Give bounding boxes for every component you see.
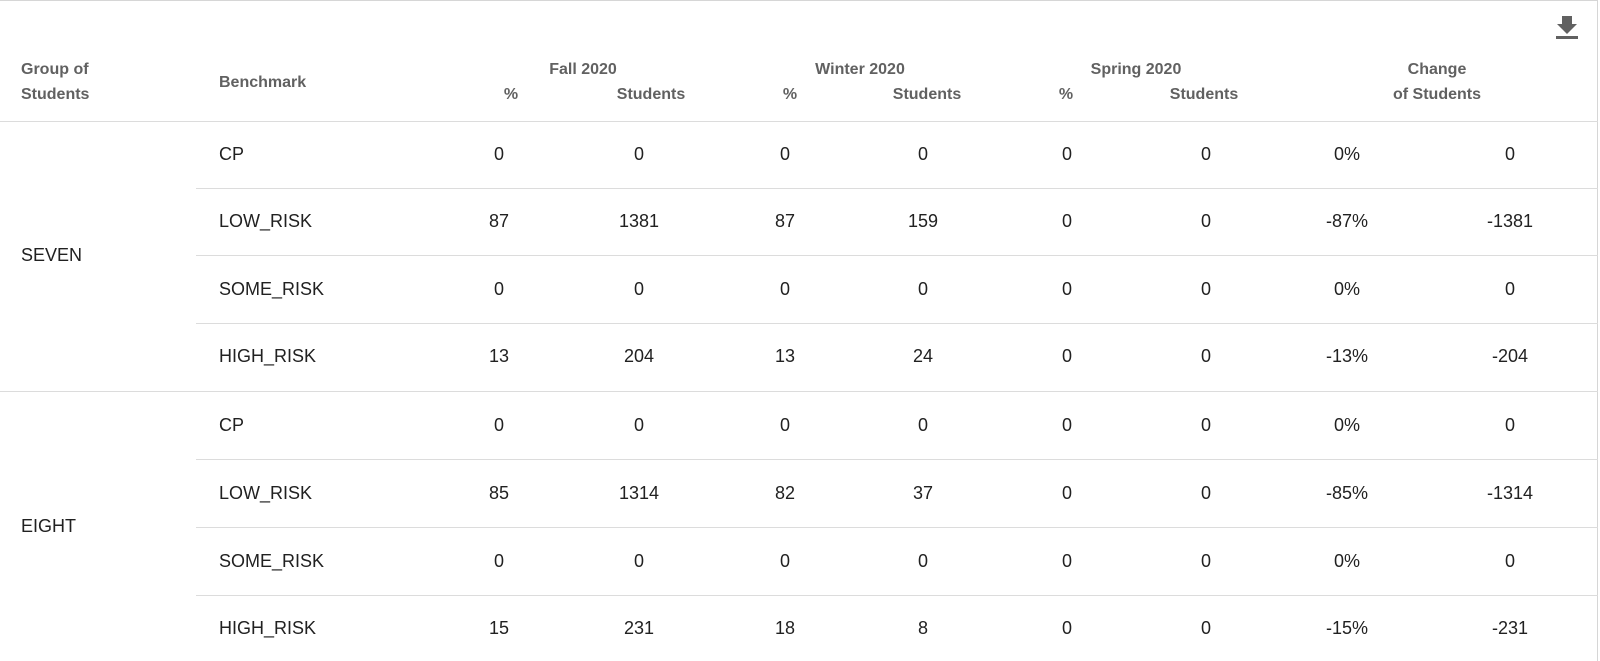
- change-students-cell: -231: [1491, 618, 1529, 638]
- spring-pct-header: %: [1058, 86, 1074, 103]
- download-button[interactable]: [1552, 12, 1582, 42]
- spring-students-cell: 0: [1200, 551, 1212, 571]
- change-students-cell: 0: [1504, 144, 1516, 164]
- fall-students-cell: 0: [633, 551, 645, 571]
- change-pct-cell: -87%: [1325, 211, 1369, 231]
- fall-pct-cell: 87: [488, 211, 510, 231]
- fall-students-cell: 1381: [618, 211, 660, 231]
- change-header-line1: Change: [1407, 61, 1467, 78]
- spring-students-cell: 0: [1200, 483, 1212, 503]
- spring-students-cell: 0: [1200, 279, 1212, 299]
- benchmark-cell: HIGH_RISK: [219, 618, 317, 638]
- spring-students-cell: 0: [1200, 415, 1212, 435]
- group-column-header-line1: Group of: [21, 61, 89, 78]
- fall-period-header: Fall 2020: [549, 61, 617, 78]
- winter-students-header: Students: [892, 86, 962, 103]
- benchmark-column-header: Benchmark: [219, 74, 307, 91]
- row-divider: [196, 323, 1598, 324]
- winter-students-cell: 8: [917, 618, 929, 638]
- benchmark-cell: LOW_RISK: [219, 211, 313, 231]
- winter-students-cell: 159: [907, 211, 939, 231]
- winter-students-cell: 0: [917, 551, 929, 571]
- change-pct-cell: -15%: [1325, 618, 1369, 638]
- winter-pct-cell: 0: [779, 144, 791, 164]
- spring-period-header: Spring 2020: [1090, 61, 1182, 78]
- group-column-header-line2: Students: [21, 86, 90, 103]
- winter-pct-cell: 0: [779, 279, 791, 299]
- benchmark-cell: CP: [219, 144, 245, 164]
- spring-students-header: Students: [1169, 86, 1239, 103]
- fall-pct-cell: 13: [488, 346, 510, 366]
- spring-pct-cell: 0: [1061, 415, 1073, 435]
- benchmark-cell: LOW_RISK: [219, 483, 313, 503]
- fall-pct-cell: 0: [493, 551, 505, 571]
- fall-pct-cell: 0: [493, 279, 505, 299]
- spring-pct-cell: 0: [1061, 279, 1073, 299]
- winter-students-cell: 0: [917, 415, 929, 435]
- group-label-eight: EIGHT: [21, 516, 77, 536]
- spring-pct-cell: 0: [1061, 551, 1073, 571]
- fall-students-cell: 0: [633, 415, 645, 435]
- spring-pct-cell: 0: [1061, 211, 1073, 231]
- fall-students-cell: 231: [623, 618, 655, 638]
- header-divider: [0, 121, 1598, 122]
- winter-students-cell: 37: [912, 483, 934, 503]
- winter-students-cell: 24: [912, 346, 934, 366]
- spring-pct-cell: 0: [1061, 483, 1073, 503]
- winter-pct-cell: 0: [779, 551, 791, 571]
- spring-students-cell: 0: [1200, 346, 1212, 366]
- winter-period-header: Winter 2020: [815, 61, 905, 78]
- fall-pct-header: %: [503, 86, 519, 103]
- row-divider: [196, 188, 1598, 189]
- winter-pct-cell: 87: [774, 211, 796, 231]
- change-pct-cell: -13%: [1325, 346, 1369, 366]
- fall-pct-cell: 0: [493, 144, 505, 164]
- fall-students-cell: 0: [633, 279, 645, 299]
- change-header-line2: of Students: [1393, 86, 1481, 103]
- fall-pct-cell: 0: [493, 415, 505, 435]
- winter-pct-cell: 0: [779, 415, 791, 435]
- change-students-cell: 0: [1504, 415, 1516, 435]
- row-divider: [196, 527, 1598, 528]
- change-pct-cell: 0%: [1333, 551, 1361, 571]
- spring-pct-cell: 0: [1061, 346, 1073, 366]
- spring-pct-cell: 0: [1061, 144, 1073, 164]
- spring-students-cell: 0: [1200, 211, 1212, 231]
- change-students-cell: -1381: [1486, 211, 1534, 231]
- fall-pct-cell: 85: [488, 483, 510, 503]
- group-label-seven: SEVEN: [21, 245, 83, 265]
- fall-pct-cell: 15: [488, 618, 510, 638]
- row-divider: [196, 255, 1598, 256]
- winter-pct-cell: 18: [774, 618, 796, 638]
- benchmark-cell: SOME_RISK: [219, 551, 325, 571]
- change-students-cell: 0: [1504, 551, 1516, 571]
- fall-students-cell: 0: [633, 144, 645, 164]
- spring-students-cell: 0: [1200, 144, 1212, 164]
- winter-pct-cell: 82: [774, 483, 796, 503]
- spring-pct-cell: 0: [1061, 618, 1073, 638]
- fall-students-header: Students: [616, 86, 686, 103]
- winter-pct-header: %: [782, 86, 798, 103]
- benchmark-cell: HIGH_RISK: [219, 346, 317, 366]
- change-students-cell: -204: [1491, 346, 1529, 366]
- group-divider: [0, 391, 1598, 392]
- benchmark-cell: SOME_RISK: [219, 279, 325, 299]
- change-students-cell: -1314: [1486, 483, 1534, 503]
- fall-students-cell: 204: [623, 346, 655, 366]
- winter-students-cell: 0: [917, 279, 929, 299]
- winter-pct-cell: 13: [774, 346, 796, 366]
- change-pct-cell: 0%: [1333, 415, 1361, 435]
- row-divider: [196, 459, 1598, 460]
- winter-students-cell: 0: [917, 144, 929, 164]
- change-pct-cell: 0%: [1333, 279, 1361, 299]
- change-students-cell: 0: [1504, 279, 1516, 299]
- change-pct-cell: 0%: [1333, 144, 1361, 164]
- spring-students-cell: 0: [1200, 618, 1212, 638]
- benchmark-cell: CP: [219, 415, 245, 435]
- change-pct-cell: -85%: [1325, 483, 1369, 503]
- row-divider: [196, 595, 1598, 596]
- download-icon: [1556, 16, 1578, 39]
- fall-students-cell: 1314: [618, 483, 660, 503]
